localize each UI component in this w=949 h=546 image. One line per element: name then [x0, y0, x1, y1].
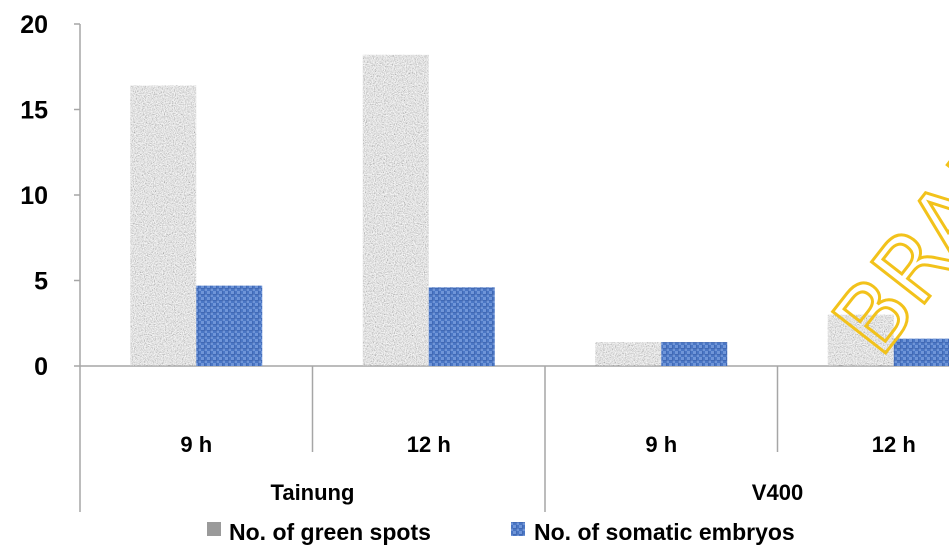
y-tick-label: 10 — [20, 182, 48, 210]
x-category-label: 12 h — [407, 432, 451, 457]
y-axis-ticks: 0 5 10 15 20 — [20, 11, 80, 381]
bar-somatic-embryos — [428, 287, 495, 366]
x-axis-labels: 9 h 12 h 9 h 12 h Tainung V400 — [180, 366, 916, 512]
bars — [130, 54, 949, 366]
bar-green-spots — [130, 85, 197, 366]
y-tick-label: 20 — [20, 11, 48, 39]
bar-green-spots — [595, 342, 662, 366]
bar-somatic-embryos — [661, 342, 728, 366]
bar-somatic-embryos — [196, 285, 263, 366]
x-category-label: 12 h — [872, 432, 916, 457]
legend-label-somatic-embryos: No. of somatic embryos — [534, 519, 795, 545]
y-tick-label: 5 — [34, 268, 48, 296]
x-category-label: 9 h — [180, 432, 212, 457]
y-tick-label: 15 — [20, 97, 48, 125]
bar-green-spots — [362, 54, 429, 366]
x-group-label: V400 — [752, 480, 803, 505]
bar-somatic-embryos — [893, 338, 949, 366]
x-group-label: Tainung — [271, 480, 355, 505]
bar-green-spots — [827, 314, 894, 366]
legend: No. of green spots No. of somatic embryo… — [207, 519, 795, 545]
legend-swatch-green-spots — [207, 522, 221, 536]
y-tick-label: 0 — [34, 353, 48, 381]
legend-swatch-somatic-embryos — [511, 522, 525, 536]
legend-label-green-spots: No. of green spots — [229, 519, 431, 545]
x-category-label: 9 h — [645, 432, 677, 457]
